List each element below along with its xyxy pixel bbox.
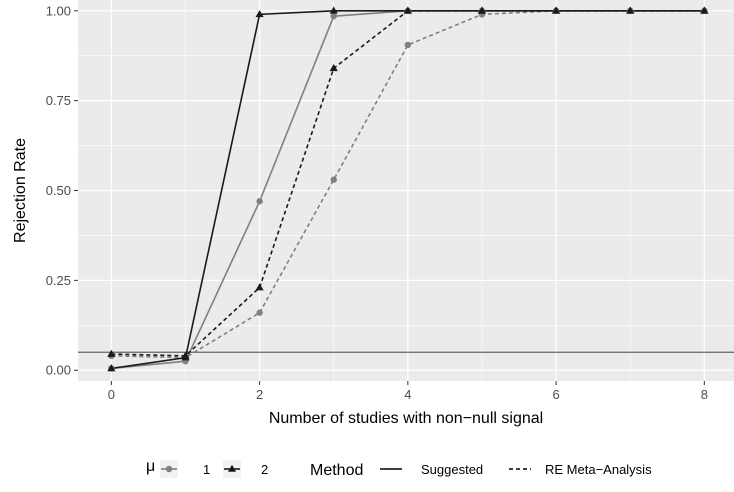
y-axis-title: Rejection Rate — [12, 138, 29, 243]
point-mu2-suggested — [107, 364, 116, 372]
x-axis-title: Number of studies with non−null signal — [269, 410, 543, 427]
legend-mu-2-key — [223, 460, 241, 478]
point-mu2-re-meta-analysis — [403, 6, 412, 14]
x-tick-label: 8 — [701, 387, 708, 402]
legend-method-title: Method — [310, 462, 363, 479]
point-mu2-suggested — [329, 6, 338, 14]
point-mu2-re-meta-analysis — [329, 63, 338, 72]
point-mu2-re-meta-analysis — [626, 6, 635, 14]
legend-key-marker — [227, 464, 237, 472]
legend-mu-1-key — [160, 460, 178, 478]
y-tick-label: 1.00 — [46, 3, 71, 18]
point-mu2-re-meta-analysis — [181, 351, 190, 359]
x-tick-label: 0 — [108, 387, 115, 402]
y-tick-label: 0.50 — [46, 183, 71, 198]
y-axis: 0.00 0.25 0.50 0.75 1.00 — [46, 3, 78, 378]
point-mu2-re-meta-analysis — [255, 283, 264, 291]
point-mu2-re-meta-analysis — [107, 349, 116, 357]
legend-mu-2-label: 2 — [261, 462, 268, 477]
point-mu1-re-meta-analysis — [256, 309, 263, 316]
legend-suggested-label: Suggested — [421, 462, 483, 477]
x-tick-label: 4 — [404, 387, 411, 402]
legend: μ 1 2 Method Suggested RE Meta−Analysis — [146, 458, 652, 479]
legend-mu-1-label: 1 — [203, 462, 210, 477]
grid-lines — [78, 0, 734, 381]
point-mu2-re-meta-analysis — [477, 6, 487, 14]
series-group — [107, 6, 709, 372]
legend-key-marker — [165, 465, 173, 473]
point-mu2-re-meta-analysis — [700, 6, 709, 14]
point-mu2-re-meta-analysis — [552, 6, 561, 14]
legend-mu-title: μ — [146, 458, 155, 475]
point-mu1-re-meta-analysis — [404, 41, 412, 49]
point-mu1-suggested — [256, 198, 263, 205]
y-tick-label: 0.75 — [46, 93, 71, 108]
legend-re-meta-analysis-label: RE Meta−Analysis — [545, 462, 652, 477]
point-mu1-suggested — [330, 12, 337, 20]
y-tick-label: 0.00 — [46, 363, 71, 378]
y-tick-label: 0.25 — [46, 273, 71, 288]
x-tick-label: 6 — [552, 387, 559, 402]
x-axis: 0 2 4 6 8 — [108, 381, 708, 402]
point-mu1-re-meta-analysis — [330, 176, 337, 183]
point-mu2-suggested — [255, 10, 264, 18]
x-tick-label: 2 — [256, 387, 263, 402]
